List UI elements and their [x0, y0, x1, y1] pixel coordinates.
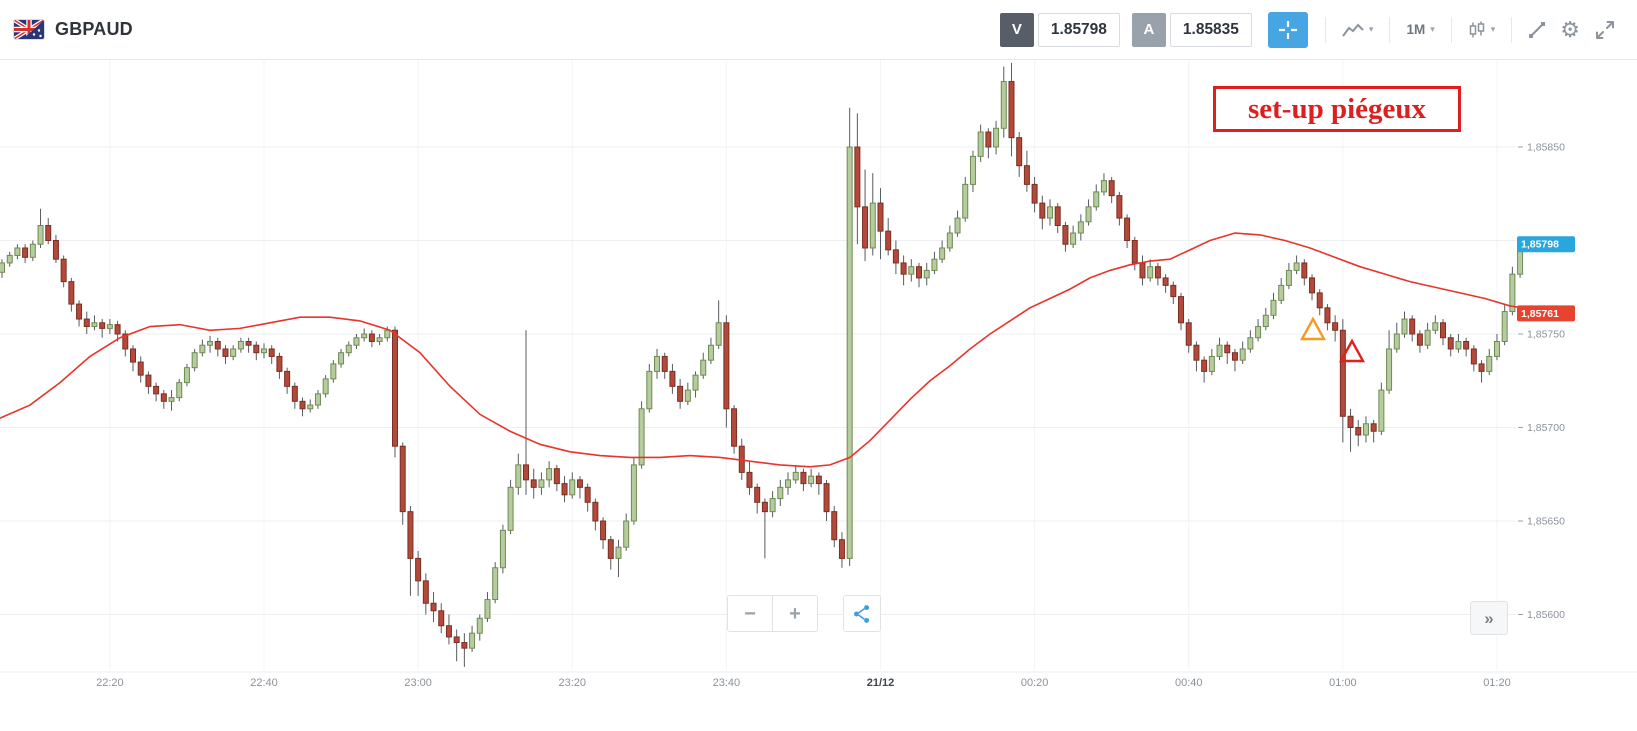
time-axis-label: 22:40 [250, 677, 278, 689]
expand-icon [1596, 20, 1614, 39]
buy-price-value: 1.85835 [1169, 12, 1252, 47]
price-badge-label: 1,85798 [1521, 239, 1559, 251]
time-axis-label: 21/12 [867, 677, 895, 689]
time-axis-label: 23:20 [558, 677, 586, 689]
candle-style-button[interactable]: ▾ [1461, 12, 1503, 48]
time-axis-label: 00:20 [1021, 677, 1049, 689]
price-axis-label: 1,85600 [1527, 609, 1565, 621]
time-axis-label: 01:00 [1329, 677, 1357, 689]
drawing-tools-button[interactable] [1521, 12, 1553, 48]
price-axis-label: 1,85750 [1527, 329, 1565, 341]
price-badge [1517, 305, 1575, 322]
gbpaud-flag-icon [14, 20, 44, 39]
price-axis-label: 1,85850 [1527, 142, 1565, 154]
chart-type-button[interactable]: ▾ [1335, 12, 1381, 48]
chart-area: 1,85850 1,85750 1,85700 1,85650 1,85600 1,857… [0, 60, 1637, 731]
sell-price-button[interactable]: V 1.85798 [999, 12, 1120, 47]
price-axis-label: 1,85650 [1527, 516, 1565, 528]
fullscreen-button[interactable] [1587, 12, 1623, 48]
crosshair-icon [1278, 20, 1297, 39]
sell-tag: V [999, 12, 1034, 47]
chart-toolbar: GBPAUD V 1.85798 A 1.85835 ▾ 1M ▾ ▾ [0, 0, 1637, 60]
share-icon [854, 604, 870, 623]
candlestick-series [0, 62, 1524, 667]
collapse-panel-button[interactable]: » [1470, 601, 1508, 635]
toolbar-divider [1450, 16, 1452, 43]
price-chart[interactable]: 1,85850 1,85750 1,85700 1,85650 1,85600 1,857… [0, 60, 1637, 731]
time-axis-label: 23:00 [404, 677, 432, 689]
time-axis-label: 23:40 [713, 677, 741, 689]
gear-icon: ⚙ [1560, 16, 1580, 42]
price-badge-label: 1,85761 [1521, 308, 1559, 320]
toolbar-divider [1389, 16, 1391, 43]
price-badge [1517, 236, 1575, 253]
timeframe-button[interactable]: 1M ▾ [1399, 12, 1441, 48]
caret-down-icon: ▾ [1490, 24, 1496, 34]
buy-tag: A [1131, 12, 1166, 47]
settings-button[interactable]: ⚙ [1553, 12, 1587, 48]
toolbar-divider [1324, 16, 1326, 43]
price-axis-label: 1,85700 [1527, 422, 1565, 434]
instrument-name: GBPAUD [55, 19, 133, 39]
instrument-header: GBPAUD [14, 19, 133, 40]
crosshair-tool-button[interactable] [1267, 11, 1308, 48]
buy-price-button[interactable]: A 1.85835 [1131, 12, 1252, 47]
caret-down-icon: ▾ [1368, 24, 1374, 34]
red-triangle-marker[interactable] [1338, 338, 1366, 363]
orange-triangle-marker[interactable] [1299, 316, 1327, 341]
annotation-note[interactable]: set-up piégeux [1213, 86, 1461, 132]
time-axis-label: 01:20 [1483, 677, 1511, 689]
caret-down-icon: ▾ [1430, 24, 1435, 34]
share-button[interactable] [843, 595, 881, 632]
zoom-out-button[interactable]: − [727, 595, 773, 632]
zoom-controls: − + [727, 595, 818, 632]
sell-price-value: 1.85798 [1037, 12, 1120, 47]
moving-average-line [0, 232, 1523, 468]
timeframe-label: 1M [1406, 22, 1426, 37]
time-axis-label: 00:40 [1175, 677, 1203, 689]
zoom-in-button[interactable]: + [772, 595, 818, 632]
candle-style-icon [1469, 21, 1484, 37]
toolbar-divider [1511, 16, 1513, 43]
trendline-icon [1529, 21, 1546, 38]
time-axis-label: 22:20 [96, 677, 124, 689]
chart-type-icon [1342, 23, 1364, 37]
